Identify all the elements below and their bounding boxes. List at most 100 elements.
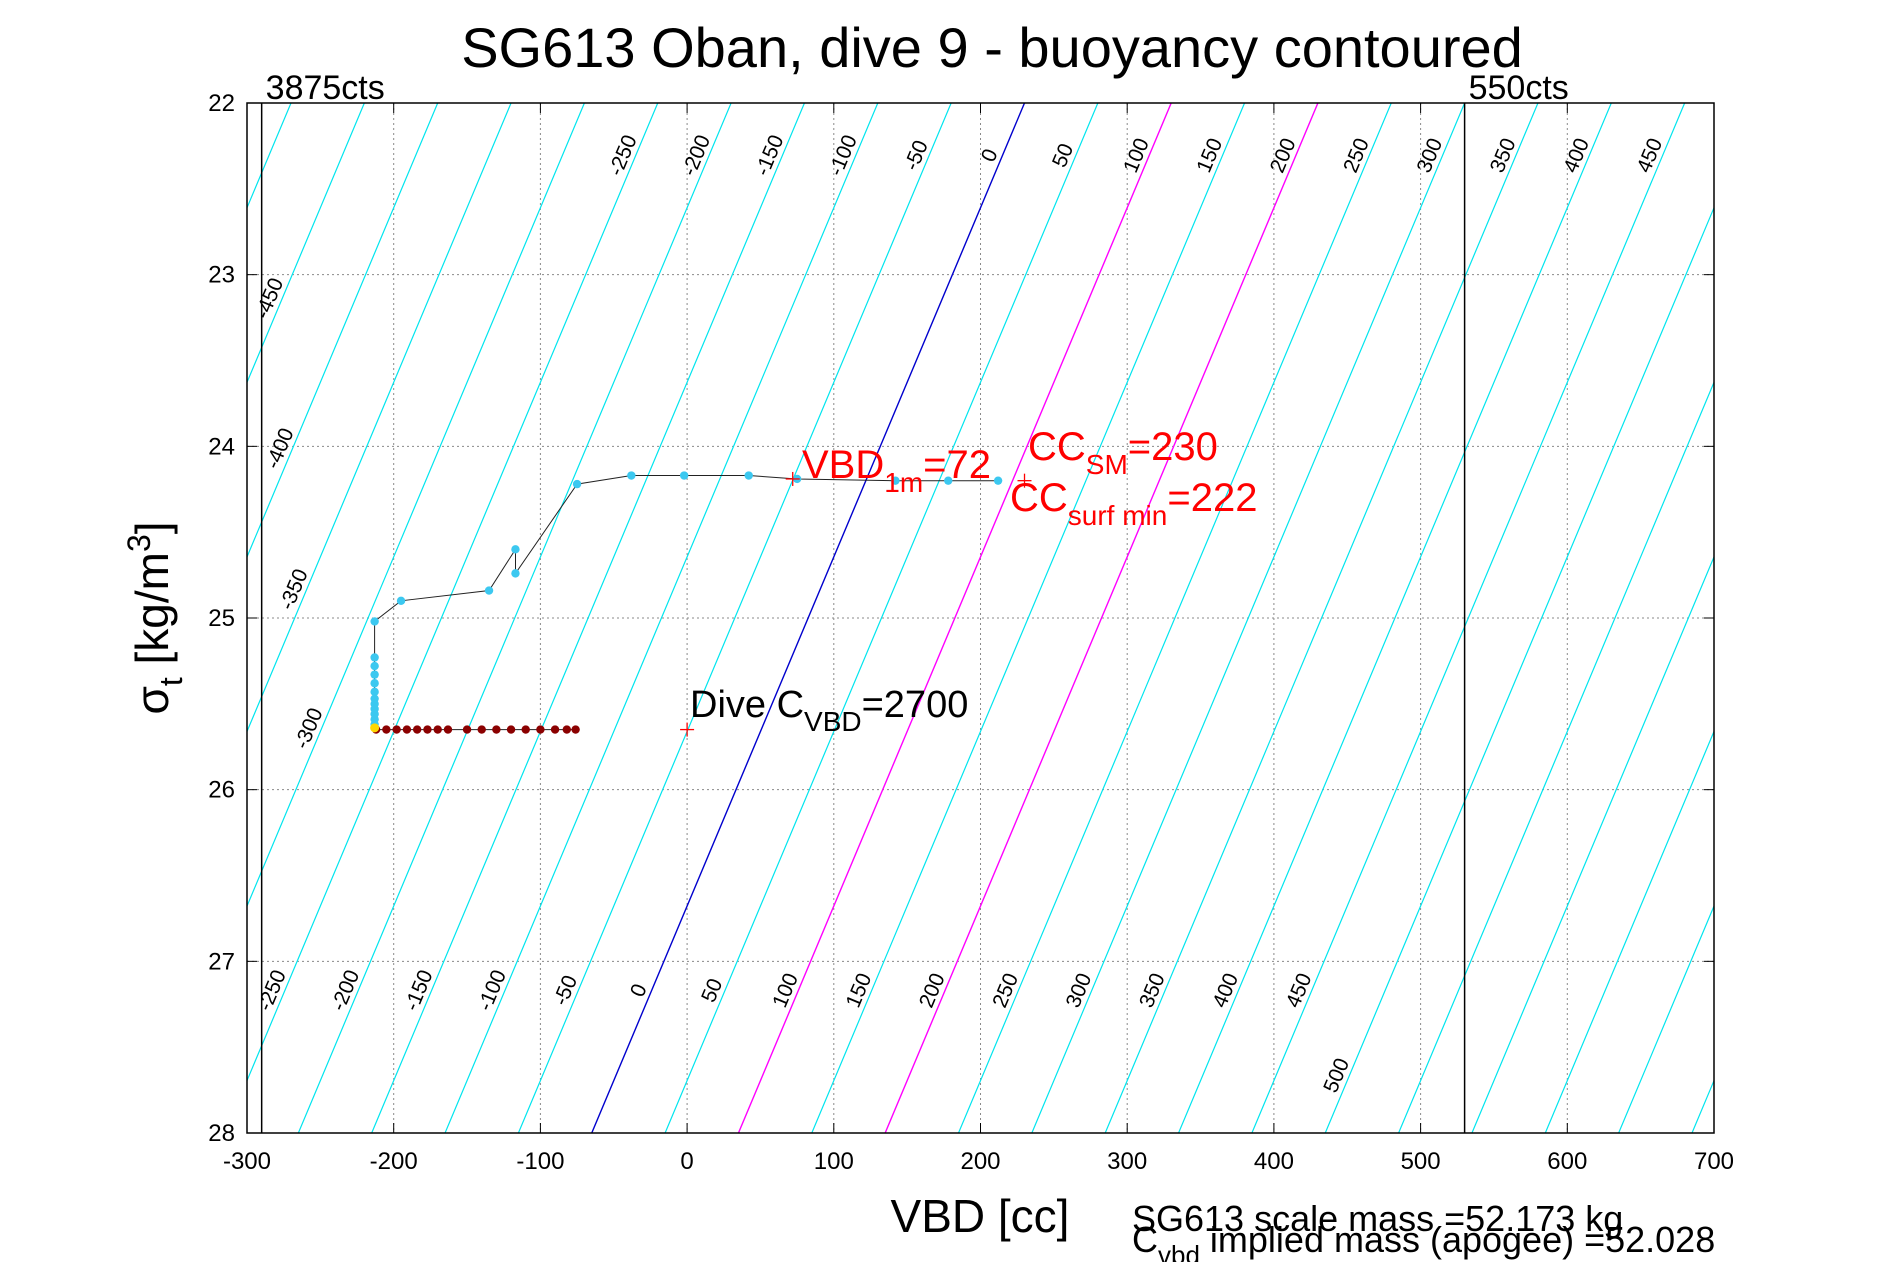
x-tick-label: -300 xyxy=(223,1148,271,1175)
dive-point xyxy=(944,476,953,485)
contour-label-bottom: 0 xyxy=(626,981,652,1001)
contour-label-bottom: 100 xyxy=(768,970,803,1011)
contour-line xyxy=(957,103,1392,1133)
contour-line xyxy=(1398,380,1714,1133)
climb-point xyxy=(412,725,422,734)
vbd-limit-label: 550cts xyxy=(1469,69,1569,107)
y-tick-label: 24 xyxy=(208,433,235,460)
footer-implied-mass-main: C xyxy=(1132,1219,1158,1260)
contour-line xyxy=(1691,1079,1714,1133)
annotation-dive-cvbd-main: Dive C xyxy=(690,684,804,726)
x-tick-label: 600 xyxy=(1547,1148,1587,1175)
contour-line xyxy=(1031,103,1466,1133)
dive-point xyxy=(744,471,753,480)
contour-label-top: 300 xyxy=(1413,135,1448,176)
annotation-vbd-1m-main: VBD xyxy=(802,443,884,487)
y-axis-label-sigma: σ xyxy=(126,686,178,714)
climb-point xyxy=(443,725,453,734)
annotation-cc-sm-tail: =230 xyxy=(1128,425,1218,469)
climb-point xyxy=(506,725,516,734)
contour-label-bottom: 450 xyxy=(1282,970,1317,1011)
annotation-dive-cvbd-sub: VBD xyxy=(804,706,862,737)
climb-point xyxy=(477,725,486,734)
contour-label-bottom: 150 xyxy=(842,970,877,1011)
dive-point xyxy=(370,679,379,688)
contour-label-top: 250 xyxy=(1339,135,1374,176)
annotation-vbd-1m-tail: =72 xyxy=(923,443,991,487)
y-axis-label: σt [kg/m3] xyxy=(121,521,189,714)
contour-line xyxy=(1324,206,1714,1133)
y-axis-ticks: 22 23 24 25 26 27 28 xyxy=(208,90,1714,1147)
climb-point xyxy=(550,725,560,734)
dive-point xyxy=(396,596,406,606)
dive-series xyxy=(370,471,1003,734)
annotation-vbd-1m: VBD1m=72 xyxy=(802,443,991,498)
annotation-cc-surf-min: CCsurf min=222 xyxy=(1010,476,1257,531)
vbd-limit-lines: 3875cts 550cts xyxy=(260,69,1569,1133)
climb-point xyxy=(392,725,401,734)
climb-point xyxy=(571,725,580,734)
contour-line xyxy=(884,103,1319,1133)
y-axis-label-sup: 3 xyxy=(121,534,157,552)
contour-label-bottom: 200 xyxy=(915,970,950,1011)
contour-line xyxy=(517,103,952,1133)
climb-point xyxy=(492,725,501,734)
contour-label-bottom: 400 xyxy=(1208,970,1243,1011)
contour-line xyxy=(811,103,1246,1133)
x-tick-label: 500 xyxy=(1401,1148,1441,1175)
contour-label-top: -50 xyxy=(900,137,933,174)
y-tick-label: 22 xyxy=(208,90,235,117)
climb-point xyxy=(562,725,572,734)
y-tick-label: 26 xyxy=(208,777,235,804)
dive-point xyxy=(370,653,379,662)
y-tick-label: 27 xyxy=(208,948,235,975)
grid xyxy=(247,103,1714,1133)
contour-line xyxy=(664,103,1099,1133)
contour-line xyxy=(371,103,806,1133)
x-axis-ticks: -300 -200 -100 0 100 200 300 400 500 600 700 xyxy=(223,103,1734,1175)
dive-point xyxy=(370,617,379,626)
annotation-cc-surf-min-sub: surf min xyxy=(1068,500,1168,531)
dive-point xyxy=(511,569,520,578)
contour-label-top: 400 xyxy=(1559,135,1594,176)
x-tick-label: 0 xyxy=(680,1148,693,1175)
contour-label-top: 200 xyxy=(1266,135,1301,176)
dive-point xyxy=(679,471,689,480)
x-tick-label: 700 xyxy=(1694,1148,1734,1175)
contour-line xyxy=(247,103,512,734)
climb-point xyxy=(402,725,412,734)
footer-implied-mass-tail: implied mass (apogee) =52.028 xyxy=(1200,1219,1715,1260)
contour-label-bottom: 50 xyxy=(697,975,727,1005)
contour-label-top: 0 xyxy=(977,146,1003,166)
dive-point xyxy=(370,661,379,671)
apogee-point xyxy=(370,723,380,733)
x-tick-label: -100 xyxy=(516,1148,564,1175)
y-tick-label: 23 xyxy=(208,262,235,289)
contour-line xyxy=(1177,103,1612,1133)
buoyancy-contours xyxy=(247,103,1714,1133)
dive-point xyxy=(572,479,582,489)
contour-line xyxy=(247,103,659,1083)
dive-point xyxy=(891,476,900,485)
annotation-dive-cvbd: Dive CVBD=2700 xyxy=(690,684,968,737)
annotation-cc-surf-min-main: CC xyxy=(1010,476,1068,520)
dive-point xyxy=(370,687,379,697)
contour-line xyxy=(247,103,585,908)
annotation-cc-sm: CCSM=230 xyxy=(1028,425,1218,480)
dive-point xyxy=(627,471,636,480)
contour-label-top: 350 xyxy=(1486,135,1521,176)
annotation-cc-sm-main: CC xyxy=(1028,425,1086,469)
contour-label-top: 450 xyxy=(1633,135,1668,176)
dive-point xyxy=(993,476,1003,485)
footer-implied-mass-sub: vbd xyxy=(1158,1240,1200,1262)
contour-line xyxy=(591,103,1026,1133)
contour-line xyxy=(444,103,879,1133)
dive-point xyxy=(511,545,520,554)
climb-point xyxy=(423,725,432,734)
contour-labels: -250 -200 -150 -100 -50 0 50 100 150 200 250 300 350… xyxy=(251,132,1668,1096)
footer-implied-mass: Cvbd implied mass (apogee) =52.028 xyxy=(1132,1219,1715,1262)
climb-point xyxy=(536,725,545,734)
contour-label-top: 50 xyxy=(1048,140,1078,170)
climb-point xyxy=(462,725,472,734)
x-tick-label: -200 xyxy=(370,1148,418,1175)
